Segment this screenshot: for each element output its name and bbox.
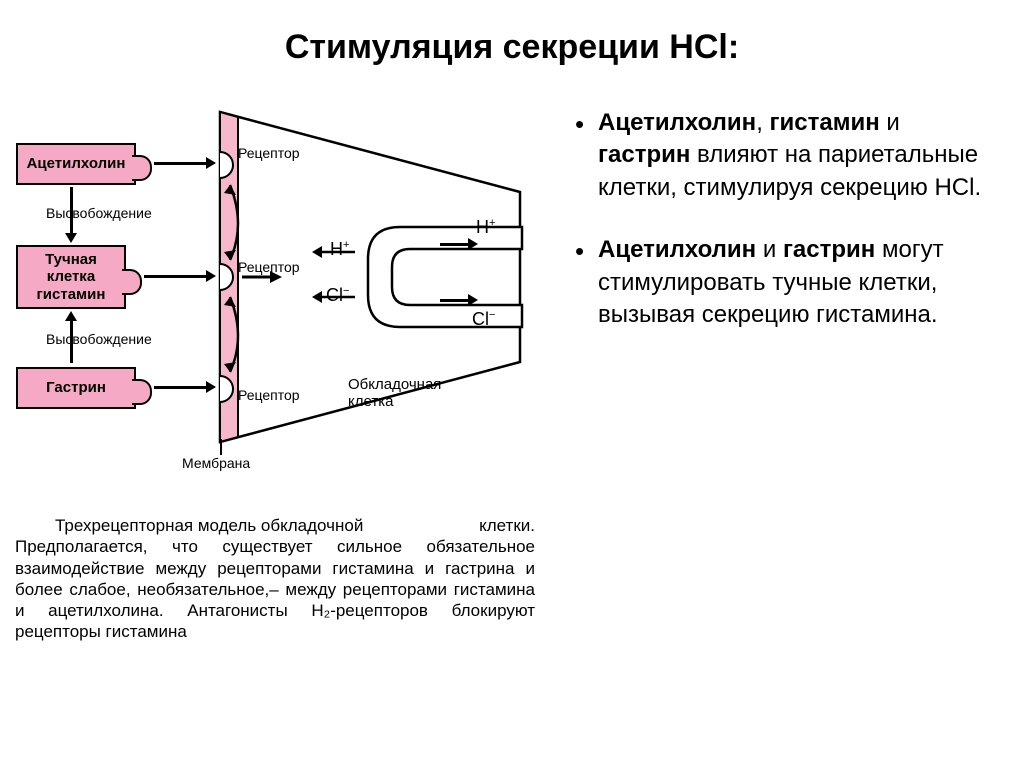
ligand-mast-label: Тучная клетка гистамин — [37, 251, 106, 303]
ligand-mast-cell: Тучная клетка гистамин — [16, 245, 126, 309]
ligand-gastrin-label: Гастрин — [46, 379, 106, 396]
arrow-h-out — [440, 243, 470, 246]
label-h-lumen: H+ — [476, 217, 495, 238]
label-receptor-2: Рецептор — [238, 259, 300, 275]
ligand-ach-label: Ацетилхолин — [27, 155, 126, 172]
arrow-h-out-head — [468, 238, 478, 250]
arrow-gastrin-receptor-head — [206, 381, 216, 393]
membrane-pointer — [220, 439, 222, 455]
arrow-ach-to-mast-head — [65, 233, 77, 243]
arrow-ach-receptor — [154, 162, 208, 165]
right-column: Ацетилхолин, гистамин и гастрин влияют н… — [540, 87, 994, 643]
ligand-gastrin: Гастрин — [16, 367, 136, 409]
label-receptor-3: Рецептор — [238, 387, 300, 403]
diagram-caption: Трехрецепторная модель обкладочной клетк… — [10, 507, 540, 643]
label-membrane: Мембрана — [182, 455, 250, 471]
label-cl-interior: Cl− — [326, 285, 349, 306]
arrow-hist-receptor — [144, 275, 208, 278]
arrow-ach-receptor-head — [206, 157, 216, 169]
label-h-interior: H+ — [330, 239, 349, 260]
arrow-cl-out — [440, 299, 470, 302]
diagram: Ацетилхолин Тучная клетка гистамин Гастр… — [10, 87, 540, 507]
label-release-1: Высвобождение — [46, 205, 152, 221]
left-column: Ацетилхолин Тучная клетка гистамин Гастр… — [10, 87, 540, 643]
arrow-gastrin-to-mast-head — [65, 311, 77, 321]
bullet-1: Ацетилхолин, гистамин и гастрин влияют н… — [570, 107, 994, 204]
arrow-gastrin-receptor — [154, 386, 208, 389]
label-release-2: Высвобождение — [46, 331, 152, 347]
ligand-acetylcholine: Ацетилхолин — [16, 143, 136, 185]
caption-line1: Трехрецепторная модель обкладочной — [15, 515, 363, 536]
label-cl-lumen: Cl− — [472, 309, 495, 330]
arrow-cl-out-head — [468, 294, 478, 306]
content-row: Ацетилхолин Тучная клетка гистамин Гастр… — [0, 67, 1024, 643]
label-parietal: Обкладочная клетка — [348, 377, 441, 410]
arrow-hist-receptor-head — [206, 270, 216, 282]
label-receptor-1: Рецептор — [238, 145, 300, 161]
page-title: Стимуляция секреции HCl: — [0, 0, 1024, 67]
bullet-2: Ацетилхолин и гастрин могут стимулироват… — [570, 234, 994, 331]
